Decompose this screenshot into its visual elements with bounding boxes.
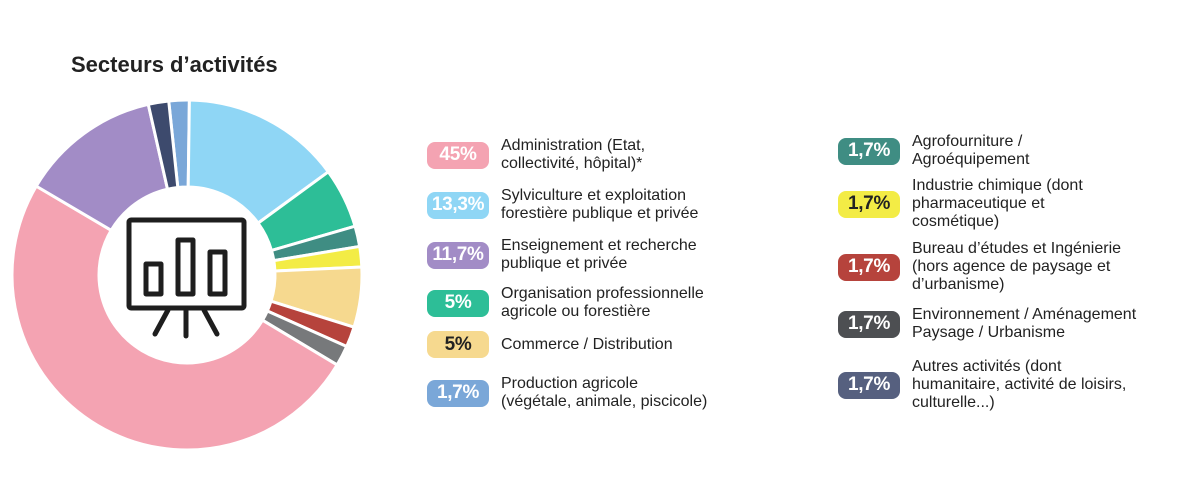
chart-title: Secteurs d’activités — [71, 52, 278, 77]
legend-item: 1,7% Agrofourniture / Agroéquipement — [838, 133, 1188, 169]
legend-value-badge: 1,7% — [838, 253, 900, 281]
legend-item: 11,7% Enseignement et recherche publique … — [427, 237, 787, 273]
legend-item: 1,7% Production agricole (végétale, anima… — [427, 375, 787, 411]
legend-label: Commerce / Distribution — [501, 335, 673, 353]
legend-item: 1,7% Environnement / Aménagement Paysage … — [838, 306, 1188, 342]
legend-item: 45% Administration (Etat, collectivité, h… — [427, 137, 787, 173]
presentation-chart-icon — [126, 217, 247, 339]
legend-value-badge: 5% — [427, 289, 489, 317]
legend-item: 5% Commerce / Distribution — [427, 331, 787, 358]
legend-label: Administration (Etat, collectivité, hôpi… — [501, 137, 646, 172]
legend-item: 1,7% Bureau d’études et Ingénierie (hors … — [838, 240, 1188, 294]
legend-label: Sylviculture et exploitation forestière … — [501, 187, 699, 222]
legend-item: 1,7% Autres activités (dont humanitaire, … — [838, 358, 1188, 412]
legend-label: Production agricole (végétale, animale, … — [501, 375, 708, 410]
legend-value-badge: 11,7% — [427, 241, 489, 269]
legend-label: Industrie chimique (dont pharmaceutique … — [912, 177, 1083, 230]
legend-value-badge: 1,7% — [838, 310, 900, 338]
legend-label: Bureau d’études et Ingénierie (hors agen… — [912, 240, 1122, 293]
donut-chart — [10, 98, 364, 452]
legend-value-badge: 13,3% — [427, 191, 489, 219]
donut-hole — [99, 187, 275, 363]
legend-item: 13,3% Sylviculture et exploitation forest… — [427, 187, 787, 223]
legend-label: Environnement / Aménagement Paysage / Ur… — [912, 306, 1137, 341]
legend-value-badge: 45% — [427, 141, 489, 169]
legend-label: Organisation professionnelle agricole ou… — [501, 285, 704, 320]
legend-value-badge: 1,7% — [838, 190, 900, 218]
legend-value-badge: 5% — [427, 331, 489, 358]
legend-value-badge: 1,7% — [838, 371, 900, 399]
legend-value-badge: 1,7% — [838, 137, 900, 165]
legend-label: Enseignement et recherche publique et pr… — [501, 237, 697, 272]
donut-slices — [10, 98, 364, 452]
legend-label: Autres activités (dont humanitaire, acti… — [912, 358, 1127, 411]
legend-value-badge: 1,7% — [427, 379, 489, 407]
legend-item: 5% Organisation professionnelle agricole … — [427, 285, 787, 321]
legend-item: 1,7% Industrie chimique (dont pharmaceuti… — [838, 177, 1188, 231]
legend-label: Agrofourniture / Agroéquipement — [912, 133, 1030, 168]
